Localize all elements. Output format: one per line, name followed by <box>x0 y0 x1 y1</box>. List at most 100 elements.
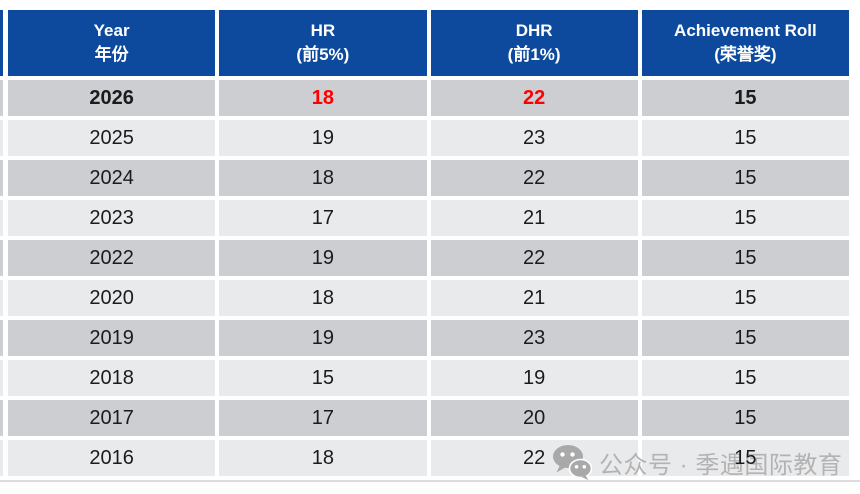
cell-year-2019: 2019 <box>8 320 216 356</box>
cell-hr-2026: 18 <box>219 80 427 116</box>
cell-value: 19 <box>311 326 334 349</box>
table-row-2024: 2024 18 22 15 <box>8 160 849 196</box>
cell-hr-2024: 18 <box>219 160 427 196</box>
cell-value: 23 <box>523 126 546 149</box>
cell-value: 15 <box>734 86 757 109</box>
cell-year-2016: 2016 <box>8 440 216 476</box>
cell-value: 15 <box>734 126 757 149</box>
cell-roll-2017: 15 <box>641 400 849 436</box>
col-header-achievement-roll: Achievement Roll (荣誉奖) <box>641 10 849 76</box>
cell-roll-2023: 15 <box>641 200 849 236</box>
edge-segment-row <box>0 360 3 396</box>
table-row-2019: 2019 19 23 15 <box>8 320 849 356</box>
edge-segment-row <box>0 240 3 276</box>
col-header-achievement-roll-en: Achievement Roll <box>674 21 817 41</box>
scores-table: Year 年份 HR (前5%) DHR (前1%) Achievement R… <box>4 6 853 480</box>
watermark: 公众号 · 季遇国际教育 <box>552 444 842 480</box>
table-row-2026: 2026 18 22 15 <box>8 80 849 116</box>
cell-roll-2019: 15 <box>641 320 849 356</box>
cell-value: 22 <box>523 446 546 469</box>
edge-segment-row <box>0 80 3 116</box>
cell-roll-2020: 15 <box>641 280 849 316</box>
cell-dhr-2024: 22 <box>430 160 638 196</box>
cell-value: 15 <box>734 446 757 469</box>
cell-value: 18 <box>311 286 334 309</box>
cell-value: 15 <box>734 166 757 189</box>
bottom-divider <box>0 480 860 482</box>
edge-segment-row <box>0 440 3 476</box>
edge-segment-row <box>0 320 3 356</box>
cell-year-2024: 2024 <box>8 160 216 196</box>
cell-hr-2017: 17 <box>219 400 427 436</box>
cell-value: 15 <box>734 206 757 229</box>
cell-value: 22 <box>523 86 546 109</box>
cell-value: 2026 <box>89 86 134 109</box>
cell-hr-2016: 18 <box>219 440 427 476</box>
cell-dhr-2018: 19 <box>430 360 638 396</box>
col-header-dhr-zh: (前1%) <box>507 45 561 64</box>
cell-value: 2018 <box>89 366 134 389</box>
cell-year-2023: 2023 <box>8 200 216 236</box>
edge-segment-row <box>0 200 3 236</box>
cell-value: 2024 <box>89 166 134 189</box>
edge-segment-header <box>0 10 3 76</box>
header-row: Year 年份 HR (前5%) DHR (前1%) Achievement R… <box>8 10 849 76</box>
cell-dhr-2026: 22 <box>430 80 638 116</box>
cell-value: 15 <box>311 366 334 389</box>
col-header-dhr: DHR (前1%) <box>430 10 638 76</box>
cell-roll-2025: 15 <box>641 120 849 156</box>
cell-value: 23 <box>523 326 546 349</box>
cell-hr-2025: 19 <box>219 120 427 156</box>
cell-year-2022: 2022 <box>8 240 216 276</box>
cell-value: 19 <box>311 246 334 269</box>
wechat-icon <box>552 444 593 480</box>
cell-value: 17 <box>311 206 334 229</box>
cell-value: 19 <box>523 366 546 389</box>
cell-roll-2024: 15 <box>641 160 849 196</box>
table-row-2018: 2018 15 19 15 <box>8 360 849 396</box>
cell-value: 2017 <box>89 406 134 429</box>
cell-value: 2016 <box>89 446 134 469</box>
cell-hr-2018: 15 <box>219 360 427 396</box>
cell-value: 2023 <box>89 206 134 229</box>
col-header-year-en: Year <box>93 21 130 41</box>
cell-year-2017: 2017 <box>8 400 216 436</box>
cell-hr-2023: 17 <box>219 200 427 236</box>
edge-segment-row <box>0 120 3 156</box>
col-header-hr-en: HR <box>310 21 336 41</box>
col-header-hr: HR (前5%) <box>219 10 427 76</box>
cell-value: 2020 <box>89 286 134 309</box>
cell-value: 19 <box>311 126 334 149</box>
cell-dhr-2023: 21 <box>430 200 638 236</box>
cropped-left-column-edge <box>0 10 3 480</box>
cell-year-2026: 2026 <box>8 80 216 116</box>
cell-value: 18 <box>311 86 334 109</box>
cell-roll-2018: 15 <box>641 360 849 396</box>
edge-segment-row <box>0 280 3 316</box>
table-row-2022: 2022 19 22 15 <box>8 240 849 276</box>
cell-value: 22 <box>523 166 546 189</box>
cell-dhr-2019: 23 <box>430 320 638 356</box>
cell-dhr-2020: 21 <box>430 280 638 316</box>
edge-segment-row <box>0 160 3 196</box>
cell-dhr-2022: 22 <box>430 240 638 276</box>
cell-year-2025: 2025 <box>8 120 216 156</box>
col-header-dhr-en: DHR <box>515 21 553 41</box>
cell-value: 15 <box>734 366 757 389</box>
cell-dhr-2017: 20 <box>430 400 638 436</box>
col-header-year: Year 年份 <box>8 10 216 76</box>
cell-value: 2025 <box>89 126 134 149</box>
table-row-2017: 2017 17 20 15 <box>8 400 849 436</box>
cell-value: 21 <box>523 206 546 229</box>
cell-year-2018: 2018 <box>8 360 216 396</box>
cell-value: 15 <box>734 246 757 269</box>
cell-value: 18 <box>311 446 334 469</box>
cell-value: 20 <box>523 406 546 429</box>
col-header-hr-zh: (前5%) <box>296 45 350 64</box>
cell-value: 18 <box>311 166 334 189</box>
table-row-2025: 2025 19 23 15 <box>8 120 849 156</box>
table-row-2020: 2020 18 21 15 <box>8 280 849 316</box>
edge-segment-row <box>0 400 3 436</box>
watermark-text: 公众号 · 季遇国际教育 <box>599 451 843 479</box>
cell-value: 2019 <box>89 326 134 349</box>
